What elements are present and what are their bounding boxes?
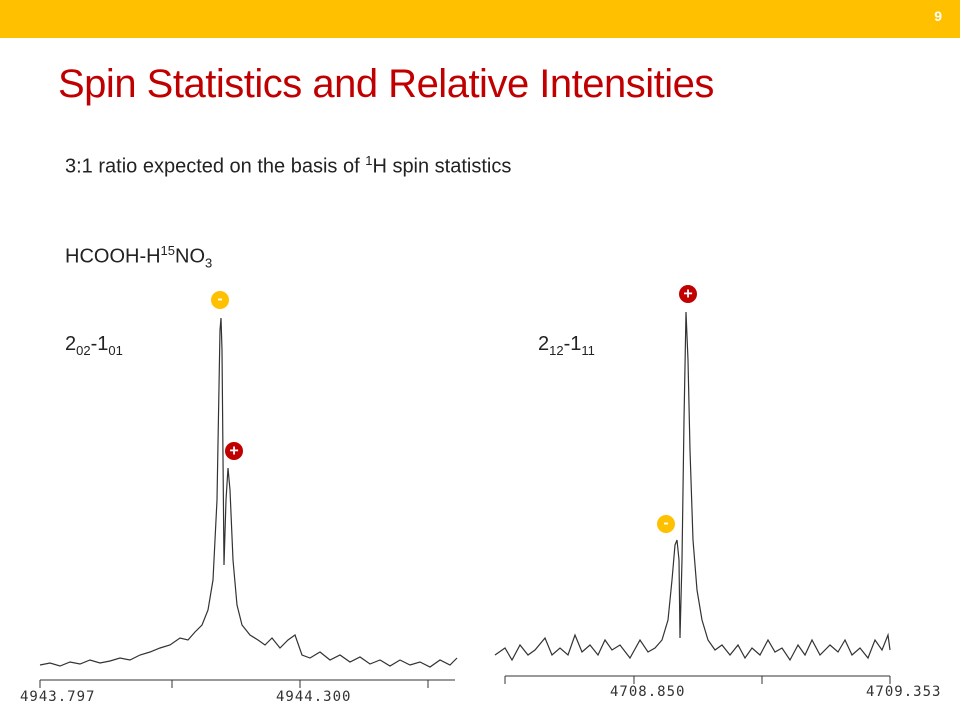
text: 2 xyxy=(65,333,77,355)
right-spectrum xyxy=(494,311,891,662)
axis-label: 4708.850 xyxy=(610,684,686,700)
left-spectrum xyxy=(39,317,458,668)
marker: + xyxy=(683,286,692,303)
sup: 15 xyxy=(160,243,176,258)
sub: 01 xyxy=(108,343,123,358)
marker: - xyxy=(217,291,222,308)
top-bar xyxy=(0,0,960,38)
marker: - xyxy=(663,515,668,532)
sub: 02 xyxy=(76,343,91,358)
molecule: HCOOH-H15NO3 xyxy=(65,243,212,271)
sub: 11 xyxy=(581,343,595,358)
sub: 3 xyxy=(205,255,213,271)
right-transition: 212-111 xyxy=(538,333,595,358)
marker-badge xyxy=(225,442,243,460)
text: -1 xyxy=(90,333,109,355)
title: Spin Statistics and Relative Intensities xyxy=(58,62,714,106)
marker-badge xyxy=(211,291,229,309)
left-transition: 202-101 xyxy=(65,333,123,358)
ratio-line: 3:1 ratio expected on the basis of 1H sp… xyxy=(65,153,511,179)
text: NO xyxy=(175,245,206,268)
marker-badge xyxy=(679,285,697,303)
text: 2 xyxy=(538,333,550,355)
sub: 12 xyxy=(549,343,564,358)
axis-label: 4943.797 xyxy=(20,689,96,705)
sup: 1 xyxy=(365,153,373,168)
axis-label: 4709.353 xyxy=(866,684,942,700)
marker: + xyxy=(229,443,238,460)
axis-label: 4944.300 xyxy=(276,689,352,705)
text: HCOOH-H xyxy=(65,245,161,268)
marker-badge xyxy=(657,515,675,533)
text: H spin statistics xyxy=(372,155,512,178)
text: -1 xyxy=(563,333,582,355)
text: 3:1 ratio expected on the basis of xyxy=(65,155,366,178)
slide-number: 9 xyxy=(934,8,942,24)
